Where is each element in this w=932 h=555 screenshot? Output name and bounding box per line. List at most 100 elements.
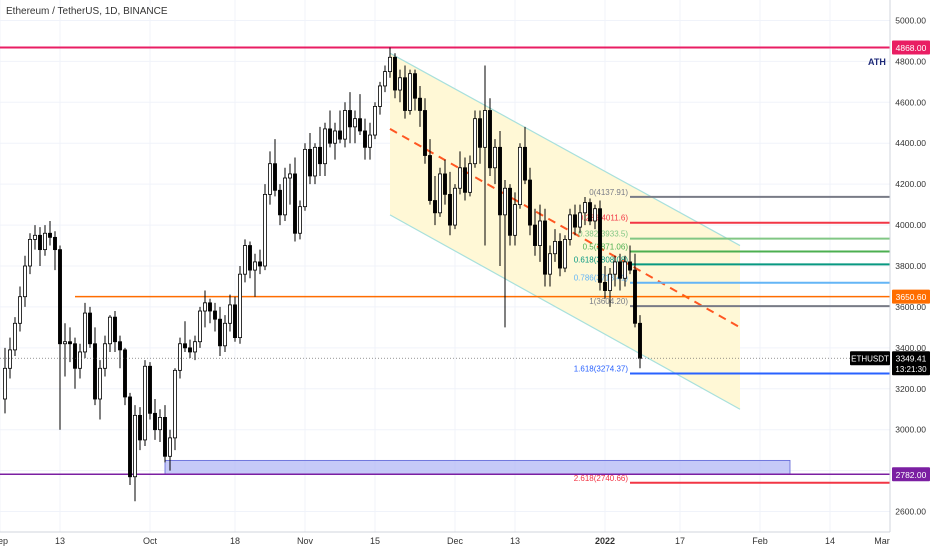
- candle-down: [423, 110, 427, 156]
- candle-down: [38, 234, 42, 251]
- candle-down: [123, 349, 127, 398]
- candle-up: [263, 193, 267, 267]
- price-tag[interactable]: [892, 40, 930, 55]
- candle-down: [463, 167, 467, 193]
- price-tick-label: 4000.00: [895, 220, 926, 230]
- channel-upper-line[interactable]: [389, 52, 741, 247]
- candle-up: [553, 241, 557, 255]
- candle-up: [518, 146, 522, 206]
- time-tick-label: 13: [510, 536, 520, 546]
- candle-up: [203, 302, 207, 312]
- candle-down: [218, 318, 222, 347]
- candle-up: [158, 417, 162, 431]
- candle-down: [638, 322, 642, 359]
- price-tag[interactable]: [892, 289, 930, 304]
- price-tick-label: 4600.00: [895, 97, 926, 107]
- last-price-tag[interactable]: [892, 351, 930, 376]
- candle-up: [578, 212, 582, 228]
- candle-up: [103, 343, 107, 369]
- candle-down: [183, 343, 187, 349]
- candle-down: [113, 316, 117, 343]
- time-tick-label: Feb: [752, 536, 768, 546]
- candle-up: [268, 163, 272, 195]
- time-tick-label: 15: [370, 536, 380, 546]
- fib-level-label: 2.618(2740.66): [574, 474, 629, 483]
- candle-up: [383, 71, 387, 87]
- candle-down: [128, 396, 132, 478]
- price-tick-label: 3800.00: [895, 261, 926, 271]
- candle-down: [138, 414, 142, 441]
- price-tick-label: 3200.00: [895, 384, 926, 394]
- candle-down: [118, 341, 122, 351]
- fib-level-label: 0.236(4011.6): [579, 214, 629, 223]
- countdown-label: 13:21:30: [895, 365, 927, 374]
- candle-up: [33, 234, 37, 240]
- candle-down: [588, 202, 592, 222]
- candle-up: [283, 177, 287, 216]
- support-zone[interactable]: [164, 459, 791, 475]
- time-tick-label: Oct: [143, 536, 158, 546]
- time-axis[interactable]: Sep 13 Oct 18 Nov 15 Dec 13 2022 17 Feb 14 Mar: [0, 531, 932, 550]
- candle-down: [88, 312, 92, 345]
- symbol-tag[interactable]: [850, 351, 890, 366]
- candle-up: [343, 110, 347, 140]
- candle-up: [368, 134, 372, 148]
- candle-up: [253, 261, 257, 271]
- candle-down: [428, 155, 432, 201]
- price-axis[interactable]: 2600.002800.003000.003200.003400.003600.…: [850, 0, 932, 550]
- candle-down: [393, 56, 397, 91]
- candle-up: [538, 220, 542, 246]
- candle-up: [23, 265, 27, 298]
- price-tick-label: 5000.00: [895, 15, 926, 25]
- candle-up: [313, 146, 317, 177]
- candle-down: [348, 110, 352, 128]
- price-tag[interactable]: [892, 467, 930, 482]
- candle-up: [238, 273, 242, 339]
- channel-midline[interactable]: [389, 128, 741, 329]
- candle-down: [93, 343, 97, 400]
- fib-level-label: 1(3604.20): [589, 297, 628, 306]
- candle-down: [213, 310, 217, 320]
- channel-lower-line[interactable]: [389, 214, 741, 410]
- candle-up: [143, 365, 147, 441]
- price-tag-label: 4868.00: [896, 43, 927, 53]
- time-tick-label: Dec: [447, 536, 464, 546]
- candle-down: [58, 249, 62, 345]
- fib-level-label: 0.382(3933.5): [578, 230, 628, 239]
- candle-down: [498, 146, 502, 216]
- candle-up: [548, 253, 552, 275]
- candle-down: [523, 146, 527, 181]
- candle-down: [258, 261, 262, 267]
- time-tick-label: Nov: [297, 536, 314, 546]
- time-axis-bg: [0, 532, 932, 550]
- time-tick-label: 14: [825, 536, 835, 546]
- candle-up: [63, 341, 67, 345]
- candle-up: [198, 310, 202, 343]
- candle-up: [108, 316, 112, 345]
- candle-down: [278, 189, 282, 216]
- candle-up: [83, 312, 87, 353]
- candle-up: [493, 146, 497, 169]
- candle-up: [133, 414, 137, 478]
- candle-up: [583, 202, 587, 214]
- candle-down: [633, 269, 637, 324]
- descending-channel[interactable]: [164, 52, 791, 475]
- candle-up: [453, 187, 457, 226]
- candle-down: [188, 347, 192, 353]
- candle-down: [233, 304, 237, 339]
- candle-up: [8, 349, 12, 369]
- candle-down: [208, 302, 212, 312]
- candle-up: [388, 56, 392, 73]
- candle-up: [178, 343, 182, 371]
- candle-up: [593, 208, 597, 222]
- price-tick-label: 2600.00: [895, 507, 926, 517]
- candle-up: [78, 351, 82, 369]
- candle-down: [48, 232, 52, 238]
- candle-up: [563, 238, 567, 269]
- candle-up: [608, 273, 612, 291]
- horizontal-levels[interactable]: [0, 46, 890, 476]
- symbol-tag-label: ETHUSDT: [851, 355, 889, 364]
- channel-fill: [390, 53, 740, 410]
